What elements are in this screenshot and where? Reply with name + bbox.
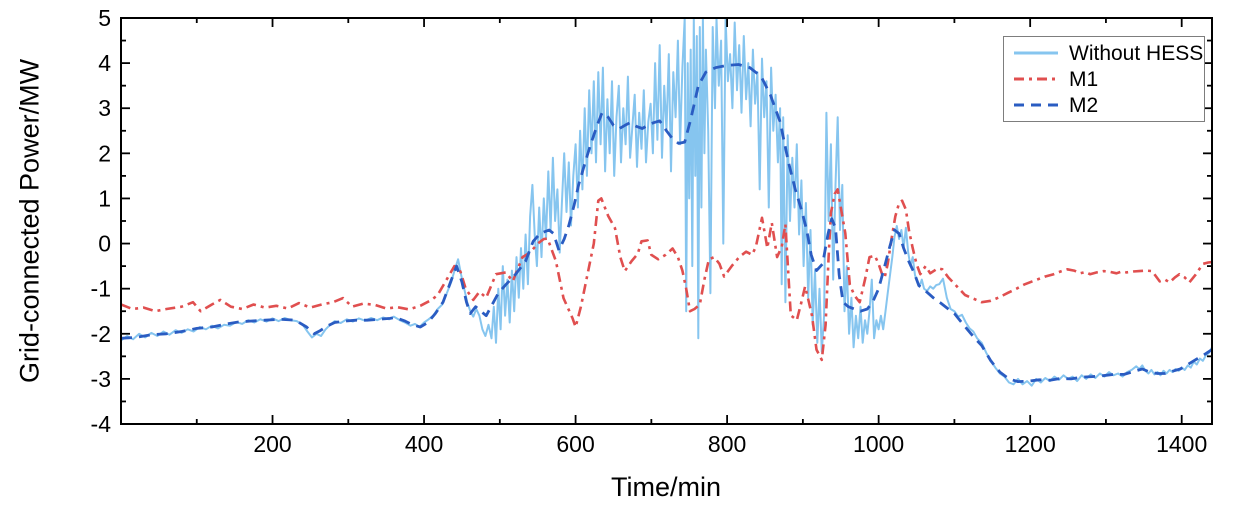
svg-text:800: 800 [708,431,746,457]
svg-text:1200: 1200 [1005,431,1056,457]
svg-text:0: 0 [98,231,111,257]
svg-text:-4: -4 [91,411,112,437]
svg-text:2: 2 [98,140,111,166]
legend-line-dash-dot-icon [1014,77,1058,81]
svg-text:-3: -3 [91,366,111,392]
svg-text:-1: -1 [91,276,111,302]
svg-text:5: 5 [98,5,111,31]
svg-text:-2: -2 [91,321,111,347]
svg-text:4: 4 [98,50,111,76]
svg-text:1400: 1400 [1156,431,1207,457]
svg-text:1: 1 [98,185,111,211]
legend-line-solid-icon [1014,51,1058,55]
legend-label: M1 [1069,67,1099,91]
legend-line-dashed-icon [1014,103,1058,107]
legend-item-m2: M2 [1004,92,1204,118]
svg-text:200: 200 [253,431,291,457]
svg-text:1000: 1000 [853,431,904,457]
legend-item-m1: M1 [1004,66,1204,92]
legend-item-without-hess: Without HESS [1004,40,1204,66]
svg-text:400: 400 [405,431,443,457]
y-axis-title: Grid-connected Power/MW [14,58,45,384]
svg-text:600: 600 [556,431,594,457]
svg-text:3: 3 [98,95,111,121]
x-axis-title: Time/min [610,472,722,502]
legend-label: Without HESS [1069,41,1204,65]
legend: Without HESS M1 M2 [1003,36,1205,122]
legend-label: M2 [1069,93,1099,117]
